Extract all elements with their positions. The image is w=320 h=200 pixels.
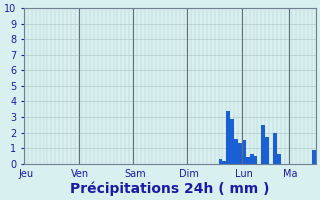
Bar <box>253 156 258 164</box>
Bar <box>234 139 238 164</box>
Bar <box>219 159 222 164</box>
X-axis label: Précipitations 24h ( mm ): Précipitations 24h ( mm ) <box>70 181 270 196</box>
Bar <box>250 154 253 164</box>
Bar <box>222 161 226 164</box>
Bar <box>312 150 316 164</box>
Bar <box>246 157 250 164</box>
Bar <box>277 154 281 164</box>
Bar <box>265 137 269 164</box>
Bar <box>238 143 242 164</box>
Bar <box>242 140 246 164</box>
Bar <box>226 111 230 164</box>
Bar <box>261 125 265 164</box>
Bar <box>230 119 234 164</box>
Bar <box>273 133 277 164</box>
